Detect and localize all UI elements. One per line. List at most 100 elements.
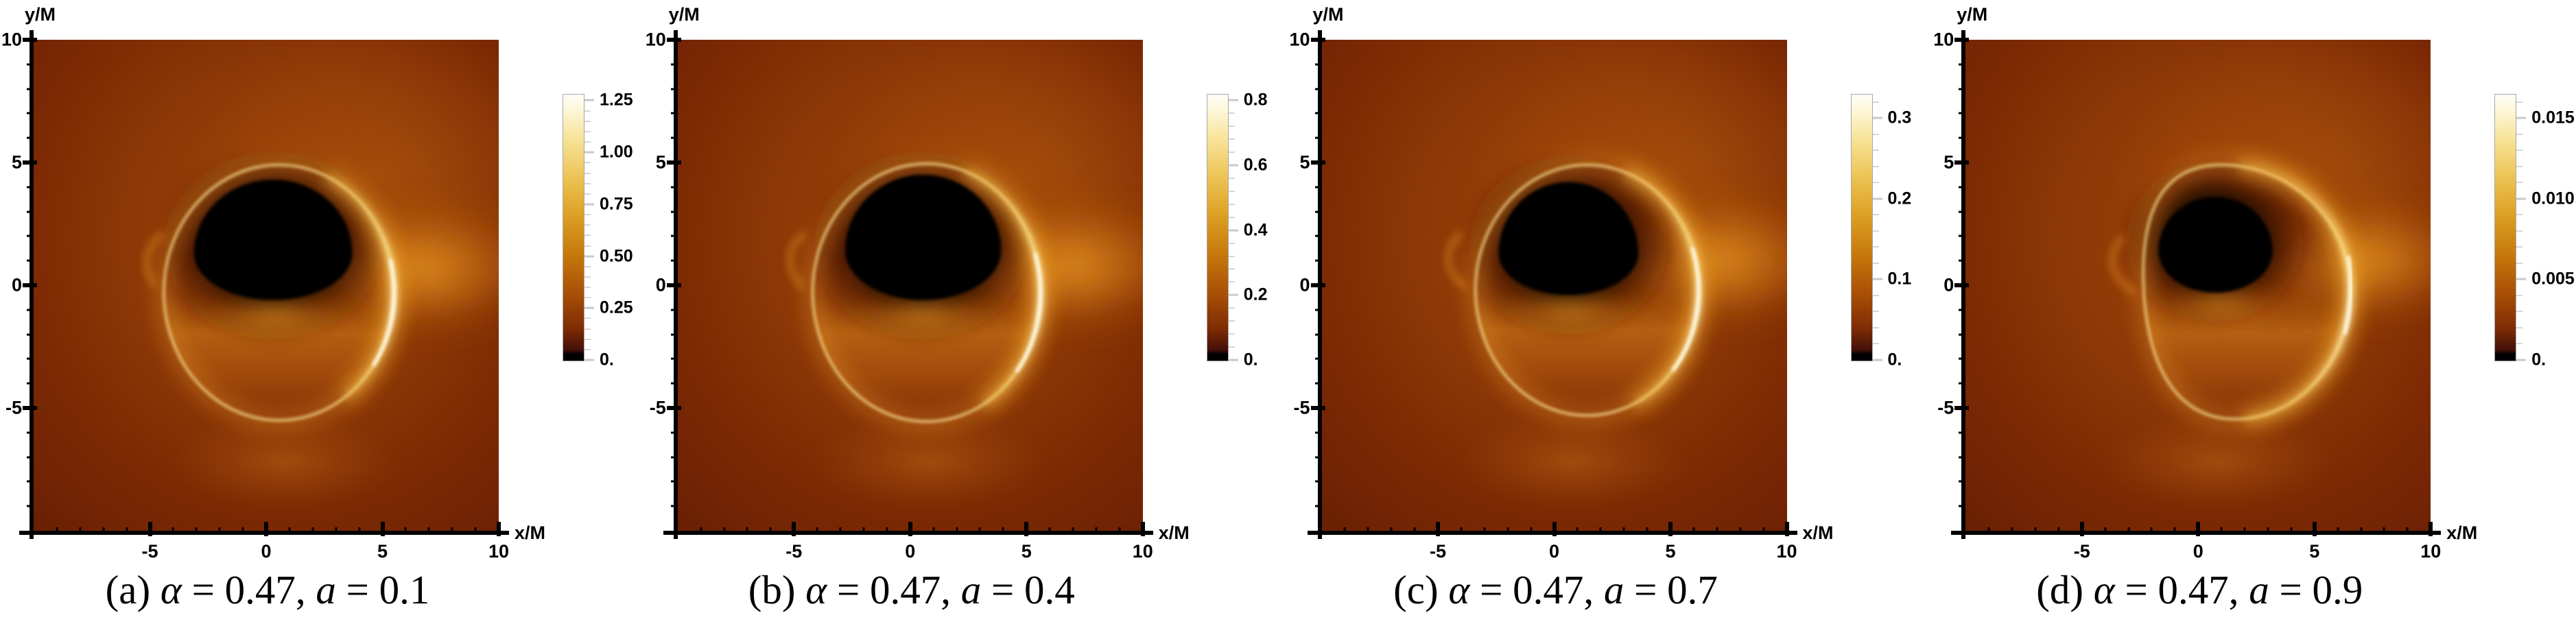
- x-axis-minor-tick: [56, 527, 58, 534]
- colorbar-minor-tick: [2516, 262, 2523, 264]
- y-axis-minor-tick: [1314, 333, 1322, 336]
- caption-text: = 0.47,: [2114, 567, 2249, 612]
- y-axis-minor-tick: [27, 480, 34, 483]
- colorbar-minor-tick: [584, 235, 591, 237]
- y-axis-minor-tick: [670, 505, 678, 507]
- colorbar-tick: [1228, 99, 1238, 101]
- x-tick-label: 0: [1548, 541, 1560, 562]
- lensing-wing: [1444, 230, 1468, 291]
- bright-arc-hot-core: [371, 259, 396, 367]
- colorbar-minor-tick: [1872, 214, 1879, 216]
- density-plot: [1965, 40, 2431, 531]
- x-tick-label: 10: [1132, 541, 1153, 562]
- y-axis-tick: [1954, 283, 1970, 287]
- x-axis-minor-tick: [746, 527, 748, 534]
- y-axis-minor-tick: [1314, 235, 1322, 237]
- x-tick-label: 0: [2193, 541, 2203, 562]
- colorbar-minor-tick: [1872, 262, 1879, 264]
- x-axis-tick: [1436, 522, 1440, 536]
- y-axis-minor-tick: [1959, 505, 1966, 507]
- y-axis-minor-tick: [27, 309, 34, 311]
- caption-text: (d): [2036, 567, 2094, 612]
- x-axis-minor-tick: [1692, 527, 1695, 534]
- colorbar-minor-tick: [1872, 182, 1879, 184]
- x-tick-label: 10: [1776, 541, 1797, 562]
- x-axis-minor-tick: [102, 527, 105, 534]
- y-axis-label: y/M: [25, 4, 56, 25]
- colorbar-minor-tick: [1872, 149, 1879, 152]
- colorbar-tick-label: 0.015: [2531, 108, 2575, 128]
- y-axis-minor-tick: [1314, 480, 1322, 483]
- x-tick-label: 0: [261, 541, 272, 562]
- colorbar-tick-label: 0.6: [1243, 155, 1268, 175]
- y-axis-tick: [666, 160, 681, 165]
- x-axis-tick: [908, 522, 912, 536]
- colorbar-minor-tick: [2516, 133, 2523, 135]
- black-hole-shadow: [844, 174, 1001, 300]
- x-tick-label: -5: [1429, 541, 1447, 562]
- x-axis-minor-tick: [956, 527, 958, 534]
- bright-arc-hot-core: [2343, 255, 2352, 335]
- x-axis-minor-tick: [2034, 527, 2037, 534]
- x-axis-minor-tick: [2127, 527, 2130, 534]
- colorbar-minor-tick: [2516, 182, 2523, 184]
- y-axis-minor-tick: [670, 136, 678, 139]
- x-axis-minor-tick: [1343, 527, 1346, 534]
- bottom-glow: [1456, 413, 1690, 512]
- y-axis-minor-tick: [1314, 382, 1322, 385]
- colorbar-minor-tick: [1872, 246, 1879, 248]
- colorbar-tick: [584, 99, 594, 101]
- x-tick-label: 5: [1665, 541, 1676, 562]
- y-tick-label: 0: [1299, 274, 1310, 296]
- y-axis-minor-tick: [27, 112, 34, 115]
- bottom-glow: [812, 413, 1045, 512]
- x-axis-minor-tick: [1716, 527, 1718, 534]
- colorbar-tick-label: 0.75: [600, 194, 633, 214]
- x-axis-minor-tick: [2243, 527, 2246, 534]
- x-axis-minor-tick: [2290, 527, 2293, 534]
- colorbar-minor-tick: [584, 276, 591, 278]
- y-axis-minor-tick: [1959, 63, 1966, 66]
- colorbar-minor-tick: [584, 317, 591, 320]
- lensing-wing: [785, 230, 807, 291]
- x-axis-minor-tick: [1483, 527, 1486, 534]
- colorbar-minor-tick: [584, 348, 591, 350]
- colorbar-minor-tick: [584, 110, 591, 112]
- black-hole-shadow: [1498, 182, 1638, 296]
- colorbar-minor-tick: [584, 214, 591, 216]
- colorbar-tick: [1872, 117, 1882, 119]
- caption-text: (b): [748, 567, 806, 612]
- y-axis-minor-tick: [27, 211, 34, 213]
- x-axis-minor-tick: [700, 527, 702, 534]
- colorbar-minor-tick: [1872, 165, 1879, 167]
- y-axis-minor-tick: [670, 112, 678, 115]
- colorbar-tick-label: 0.010: [2531, 189, 2575, 208]
- colorbar-tick-label: 0.25: [600, 298, 633, 317]
- x-axis-tick: [1024, 522, 1029, 536]
- y-tick-label: 5: [655, 152, 666, 173]
- y-axis-minor-tick: [670, 186, 678, 189]
- disk-bright-band: [2156, 287, 2287, 322]
- x-axis-tick: [1140, 522, 1145, 536]
- x-tick-label: 10: [488, 541, 510, 562]
- colorbar-minor-tick: [1872, 133, 1879, 135]
- colorbar-minor-tick: [1228, 281, 1235, 283]
- colorbar-minor-tick: [1872, 230, 1879, 232]
- x-axis-tick: [380, 522, 385, 536]
- x-axis-label: x/M: [515, 523, 546, 543]
- colorbar-tick-label: 0.: [2531, 350, 2547, 370]
- y-axis-minor-tick: [1314, 211, 1322, 213]
- colorbar-minor-tick: [1228, 177, 1235, 179]
- y-axis-minor-tick: [670, 456, 678, 459]
- x-tick-label: -5: [141, 541, 158, 562]
- caption-text: α: [2093, 567, 2115, 612]
- y-tick-label: 0: [655, 274, 666, 296]
- x-axis-minor-tick: [358, 527, 361, 534]
- caption-text: α: [160, 567, 182, 612]
- colorbar-minor-tick: [584, 120, 591, 122]
- colorbar-minor-tick: [1228, 125, 1235, 128]
- x-axis-minor-tick: [2383, 527, 2385, 534]
- x-axis-minor-tick: [2011, 527, 2013, 534]
- colorbar-tick-label: 0.2: [1887, 189, 1912, 208]
- y-axis-minor-tick: [1959, 382, 1966, 385]
